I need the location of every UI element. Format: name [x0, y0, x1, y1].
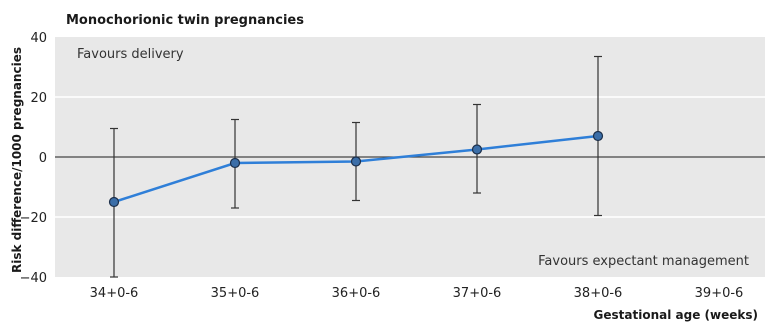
y-axis-label: Risk difference/1000 pregnancies — [10, 47, 24, 273]
data-point-1 — [229, 157, 241, 169]
y-tick-label-3: −20 — [20, 211, 47, 226]
gridlines — [55, 96, 765, 218]
x-tick-label-4: 38+0-6 — [574, 286, 623, 301]
y-tick-label-2: 0 — [39, 151, 47, 166]
x-tick-label-1: 35+0-6 — [211, 286, 260, 301]
y-tick-label-1: 20 — [30, 91, 47, 106]
data-point-4 — [592, 130, 604, 142]
annotation-favours-expectant: Favours expectant management — [538, 254, 749, 269]
x-axis-label: Gestational age (weeks) — [594, 308, 758, 322]
data-point-3 — [471, 144, 483, 155]
x-tick-label-2: 36+0-6 — [332, 286, 381, 301]
x-axis-ticks: 34+0-6 35+0-6 36+0-6 37+0-6 38+0-6 39+0-6 — [90, 286, 744, 301]
data-point-2 — [350, 156, 362, 167]
x-tick-label-3: 37+0-6 — [453, 286, 502, 301]
y-axis-ticks: 40 20 0 −20 −40 — [20, 31, 47, 286]
y-tick-label-4: −40 — [20, 271, 47, 286]
y-tick-label-0: 40 — [30, 31, 47, 46]
x-tick-label-0: 34+0-6 — [90, 286, 139, 301]
annotation-favours-delivery: Favours delivery — [77, 47, 184, 62]
data-points — [108, 130, 604, 208]
data-point-0 — [108, 196, 120, 208]
x-tick-label-5: 39+0-6 — [695, 286, 744, 301]
chart-title: Monochorionic twin pregnancies — [66, 13, 304, 28]
